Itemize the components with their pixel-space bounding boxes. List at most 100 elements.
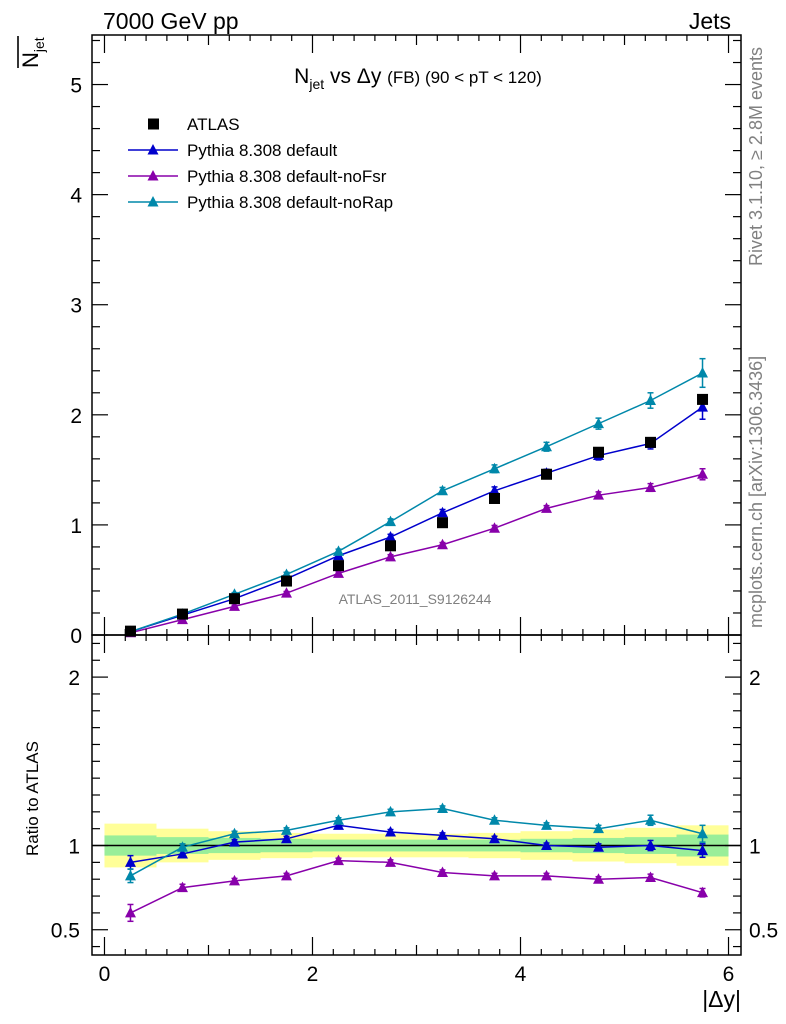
main-y-tick-label: 2	[70, 405, 82, 428]
title-sub: jet	[308, 76, 324, 92]
atlas-data-point	[280, 575, 292, 587]
pythia-8-308-default-nofsr-line	[130, 473, 703, 634]
pythia-8-308-default-norap-point	[645, 394, 657, 406]
pythia-8-308-default-point	[437, 506, 449, 518]
pythia-8-308-default-nofsr-point	[645, 481, 657, 492]
atlas-data-point	[541, 468, 553, 480]
atlas-data-point	[384, 540, 396, 552]
pythia-8-308-default-nofsr-ratio-point	[541, 869, 553, 881]
pythia-8-308-default-ratio-point	[645, 839, 657, 851]
ratio-plot-frame	[91, 634, 742, 956]
main-y-tick-label: 1	[70, 515, 82, 538]
main-y-tick-label: 5	[70, 75, 82, 98]
pythia-8-308-default-norap-ratio-point	[176, 841, 188, 852]
pythia-8-308-default-norap-ratio-point	[697, 827, 709, 839]
pythia-8-308-default-nofsr-point	[541, 502, 553, 513]
pythia-8-308-default-norap-ratio-point	[489, 814, 501, 825]
atlas-data-point	[489, 492, 501, 504]
atlas-data-point	[593, 446, 605, 458]
atlas-data-point	[437, 517, 449, 529]
pythia-8-308-default-ratio-point	[280, 832, 292, 844]
main-series-layer	[124, 357, 709, 638]
pythia-8-308-default-nofsr-point	[437, 538, 449, 550]
title-main: N	[294, 65, 309, 88]
pythia-8-308-default-norap-ratio-point	[332, 814, 344, 825]
x-tick-label: 6	[723, 963, 735, 986]
ratio-y-tick-label: 0.5	[51, 920, 80, 943]
pythia-8-308-default-norap-point	[489, 462, 501, 474]
ratio-y-tick-label-right: 0.5	[749, 920, 778, 943]
pythia-8-308-default-ratio-point	[541, 839, 553, 851]
pythia-8-308-default-nofsr-ratio-point	[332, 854, 344, 866]
pythia-8-308-default-nofsr-point	[593, 489, 605, 500]
pythia-8-308-default-norap-ratio-point	[124, 869, 136, 881]
pythia-8-308-default-nofsr-ratio-point	[384, 856, 396, 867]
atlas-data-point	[697, 393, 709, 405]
atlas-data-point	[124, 625, 136, 637]
pythia-8-308-default-point	[697, 401, 709, 412]
pythia-8-308-default-norap-point	[541, 440, 553, 452]
atlas-data-point	[645, 436, 657, 448]
pythia-8-308-default-norap-point	[437, 484, 449, 496]
pythia-8-308-default-ratio-point	[176, 847, 188, 859]
pythia-8-308-default-norap-point	[697, 366, 709, 378]
pythia-8-308-default-point	[489, 484, 501, 496]
pythia-8-308-default-nofsr-ratio-point	[697, 886, 709, 898]
pythia-8-308-default-norap-ratio-point	[228, 827, 240, 839]
pythia-8-308-default-ratio-point	[489, 832, 501, 844]
pythia-8-308-default-nofsr-point	[384, 550, 396, 562]
ratio-series-layer	[124, 802, 709, 923]
mcplots-label: mcplots.cern.ch [arXiv:1306.3436]	[746, 356, 766, 628]
legend-marker-triangle	[147, 196, 159, 207]
legend-entry-label: ATLAS	[187, 115, 240, 134]
pythia-8-308-default-norap-ratio-point	[541, 819, 553, 830]
main-y-tick-label: 4	[70, 185, 82, 208]
atlas-data-point	[228, 593, 240, 605]
pythia-8-308-default-nofsr-ratio-point	[645, 871, 657, 883]
pythia-8-308-default-nofsr-point	[332, 567, 344, 578]
pythia-8-308-default-nofsr-ratio-point	[176, 881, 188, 893]
ylabel-sub: jet	[31, 37, 47, 53]
pythia-8-308-default-nofsr-ratio-point	[124, 906, 136, 918]
title-paren: (FB) (90 < pT < 120)	[387, 68, 542, 87]
pythia-8-308-default-norap-point	[593, 417, 605, 429]
legend-marker-square	[148, 118, 159, 130]
pythia-8-308-default-norap-ratio-line	[130, 807, 703, 877]
pythia-8-308-default-norap-line	[130, 372, 703, 633]
svg-text:Njet: Njet	[18, 37, 47, 68]
pythia-8-308-default-norap-ratio-point	[280, 824, 292, 835]
x-tick-label: 0	[99, 963, 111, 986]
header-left-label: 7000 GeV pp	[103, 8, 239, 34]
pythia-8-308-default-norap-ratio-point	[437, 802, 449, 813]
pythia-8-308-default-ratio-point	[384, 826, 396, 837]
x-tick-label: 4	[515, 963, 527, 986]
pythia-8-308-default-nofsr-point	[280, 587, 292, 598]
pythia-8-308-default-nofsr-point	[228, 600, 240, 611]
header-right-label: Jets	[689, 8, 731, 34]
main-y-tick-label: 3	[70, 295, 82, 318]
main-title: Njet vs Δy (FB) (90 < pT < 120)	[294, 65, 542, 92]
atlas-data-point	[332, 560, 344, 572]
pythia-8-308-default-nofsr-point	[489, 522, 501, 533]
pythia-8-308-default-norap-ratio-point	[645, 814, 657, 825]
legend: ATLAS Pythia 8.308 default Pythia 8.308 de…	[128, 115, 393, 212]
ylabel-main: N	[18, 52, 43, 68]
title-rest: vs Δy	[324, 65, 387, 88]
pythia-8-308-default-nofsr-ratio-point	[437, 866, 449, 877]
pythia-8-308-default-nofsr-ratio-line	[130, 859, 703, 914]
pythia-8-308-default-nofsr-ratio-point	[593, 873, 605, 884]
legend-entry-label: Pythia 8.308 default-noRap	[187, 193, 393, 212]
legend-marker-triangle	[147, 170, 159, 181]
legend-entry-label: Pythia 8.308 default	[187, 141, 338, 160]
pythia-8-308-default-line	[130, 406, 703, 633]
pythia-8-308-default-norap-point	[332, 545, 344, 556]
pythia-8-308-default-nofsr-ratio-point	[280, 869, 292, 881]
ratio-y-tick-label-right: 2	[749, 667, 761, 690]
pythia-8-308-default-ratio-point	[593, 841, 605, 852]
pythia-8-308-default-ratio-point	[124, 856, 136, 867]
main-ylabel: Njet	[17, 36, 47, 68]
legend-marker-triangle	[147, 144, 159, 155]
pythia-8-308-default-ratio-point	[228, 836, 240, 847]
pythia-8-308-default-nofsr-ratio-point	[228, 874, 240, 886]
